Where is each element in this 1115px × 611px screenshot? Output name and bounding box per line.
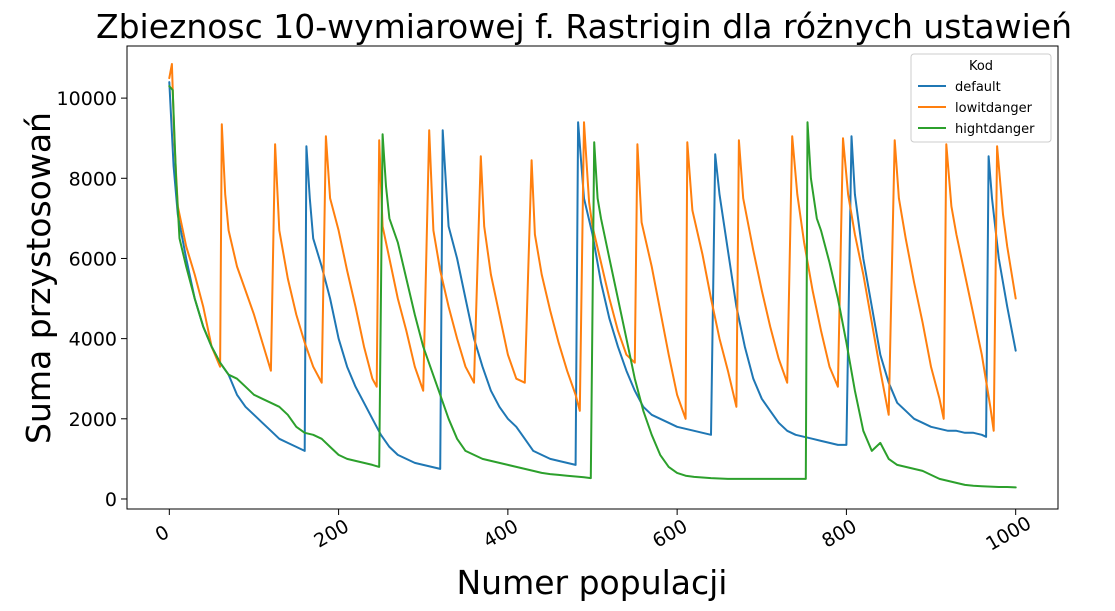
- y-tick-label: 10000: [57, 88, 117, 110]
- legend-entries: default lowitdanger hightdanger: [918, 80, 1035, 137]
- y-tick-label: 2000: [69, 409, 117, 431]
- y-axis-label: Suma przystosowań: [19, 112, 58, 444]
- series-layer: [168, 63, 1017, 489]
- y-tick-label: 0: [105, 489, 117, 511]
- y-tick-label: 6000: [69, 248, 117, 270]
- x-axis-label: Numer populacji: [457, 563, 728, 602]
- legend-box: [910, 53, 1052, 143]
- series-line-lowitdanger: [168, 63, 1017, 432]
- chart-title: Zbieznosc 10-wymiarowej f. Rastrigin dla…: [96, 7, 1072, 46]
- legend-label-default: default: [955, 80, 1001, 95]
- y-axis: 0 2000 4000 6000 8000 10000: [57, 88, 127, 511]
- y-tick-label: 4000: [69, 329, 117, 351]
- y-tick-label: 8000: [69, 168, 117, 190]
- plot-frame: [126, 45, 1059, 510]
- legend: Kod default lowitdanger hightdanger: [910, 53, 1052, 143]
- legend-title: Kod: [969, 59, 993, 74]
- series-line-hightdanger: [168, 85, 1017, 489]
- legend-label-lowitdanger: lowitdanger: [955, 101, 1033, 116]
- plot-area: [126, 45, 1059, 510]
- legend-label-hightdanger: hightdanger: [955, 122, 1035, 137]
